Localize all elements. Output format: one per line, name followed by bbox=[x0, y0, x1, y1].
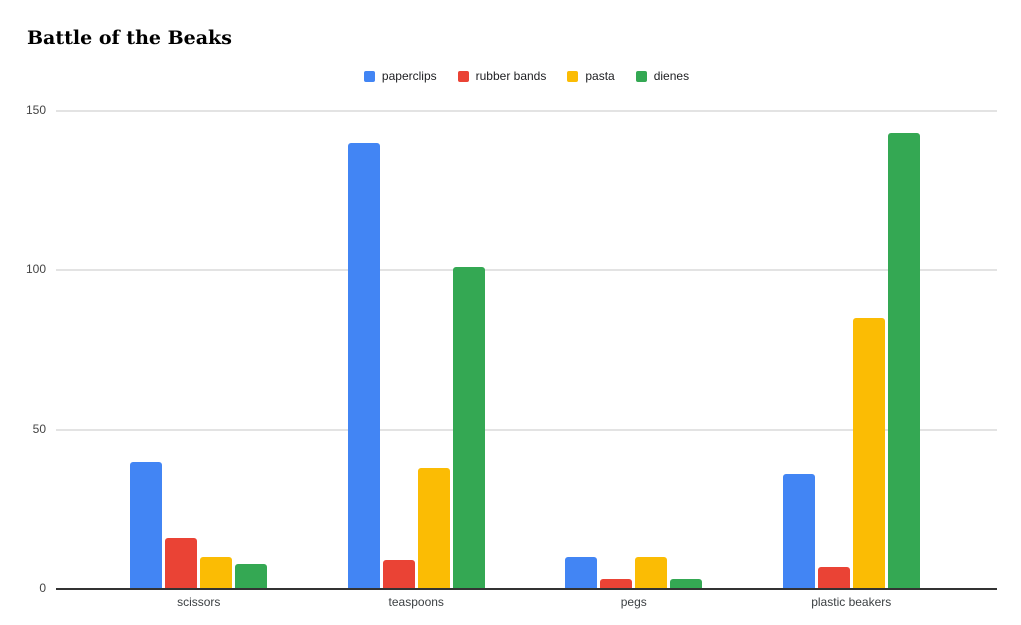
bar-rubber-bands-teaspoons[interactable] bbox=[382, 560, 415, 589]
x-axis-label-scissors: scissors bbox=[177, 595, 221, 609]
bar-paperclips-plastic-beakers[interactable] bbox=[782, 474, 815, 589]
bar-rubber-bands-pegs[interactable] bbox=[600, 579, 633, 589]
bar-group-pegs bbox=[565, 557, 703, 589]
legend-item-rubber-bands[interactable]: rubber bands bbox=[457, 69, 547, 83]
bar-paperclips-teaspoons[interactable] bbox=[347, 143, 380, 589]
gridline bbox=[56, 110, 997, 112]
bar-group-teaspoons bbox=[347, 143, 485, 589]
bar-rubber-bands-scissors[interactable] bbox=[165, 538, 198, 589]
x-axis-label-pegs: pegs bbox=[620, 595, 647, 609]
bar-paperclips-scissors[interactable] bbox=[130, 462, 163, 589]
gridline bbox=[56, 428, 997, 431]
legend-swatch-pasta bbox=[567, 70, 579, 82]
bar-pasta-pegs[interactable] bbox=[635, 557, 668, 589]
bar-rubber-bands-plastic-beakers[interactable] bbox=[817, 567, 850, 589]
bar-group-plastic-beakers bbox=[782, 133, 920, 589]
chart-legend: paperclips rubber bands pasta dienes bbox=[56, 69, 997, 83]
chart-title: Battle of the Beaks bbox=[27, 27, 232, 49]
x-axis-line bbox=[56, 588, 997, 590]
legend-label: dienes bbox=[653, 69, 690, 83]
bar-dienes-scissors[interactable] bbox=[235, 564, 268, 589]
bar-dienes-teaspoons[interactable] bbox=[452, 267, 485, 589]
bar-paperclips-pegs[interactable] bbox=[565, 557, 598, 589]
y-axis-tick-label: 50 bbox=[32, 421, 46, 436]
legend-item-pasta[interactable]: pasta bbox=[567, 69, 615, 83]
legend-label: rubber bands bbox=[475, 69, 547, 83]
gridline bbox=[56, 269, 997, 272]
bar-group-scissors bbox=[130, 462, 268, 589]
bar-pasta-plastic-beakers[interactable] bbox=[852, 318, 885, 589]
y-axis-tick-label: 150 bbox=[25, 103, 46, 117]
bar-dienes-plastic-beakers[interactable] bbox=[887, 133, 920, 589]
legend-label: pasta bbox=[585, 69, 615, 83]
legend-label: paperclips bbox=[381, 69, 437, 83]
x-axis-label-teaspoons: teaspoons bbox=[388, 595, 444, 609]
legend-item-paperclips[interactable]: paperclips bbox=[363, 69, 437, 83]
legend-swatch-dienes bbox=[635, 70, 647, 82]
y-axis-tick-label: 100 bbox=[25, 262, 46, 277]
bar-pasta-scissors[interactable] bbox=[200, 557, 233, 589]
legend-swatch-rubber-bands bbox=[457, 70, 469, 82]
x-axis-label-plastic-beakers: plastic beakers bbox=[811, 595, 892, 609]
legend-swatch-paperclips bbox=[363, 70, 375, 82]
bar-pasta-teaspoons[interactable] bbox=[417, 468, 450, 589]
y-axis-tick-label: 0 bbox=[39, 581, 46, 595]
legend-item-dienes[interactable]: dienes bbox=[635, 69, 690, 83]
bar-dienes-pegs[interactable] bbox=[670, 579, 703, 589]
